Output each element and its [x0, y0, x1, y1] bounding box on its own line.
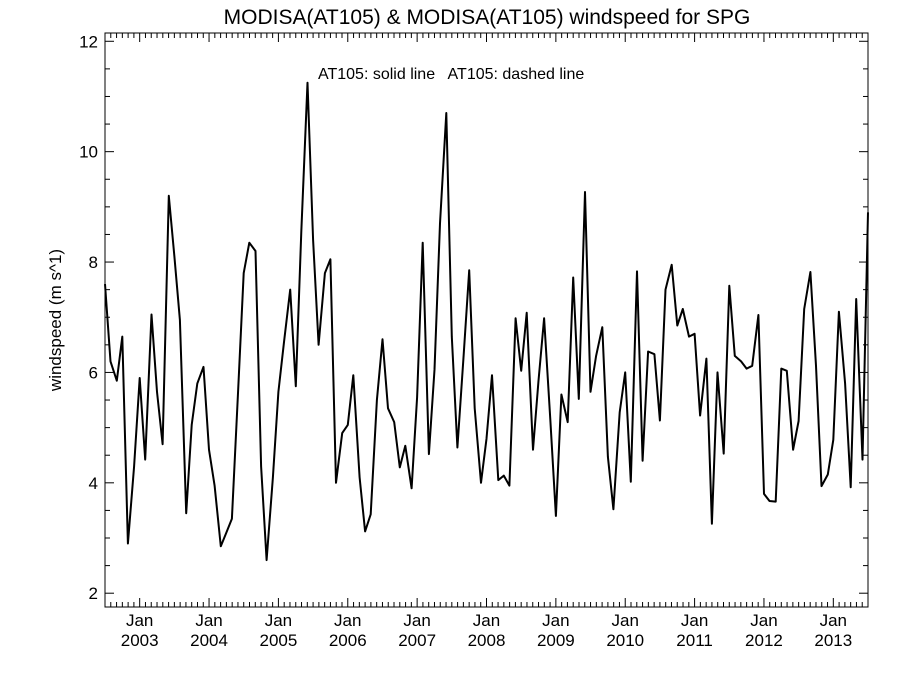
y-tick-label: 4	[89, 474, 98, 493]
plot-frame	[104, 32, 869, 608]
x-tick-month-label: Jan	[473, 611, 500, 630]
x-tick-month-label: Jan	[542, 611, 569, 630]
x-axis: Jan2003Jan2004Jan2005Jan2006Jan2007Jan20…	[104, 33, 869, 650]
x-tick-year-label: 2003	[121, 631, 159, 650]
y-axis-label: windspeed (m s^1)	[46, 249, 65, 392]
x-tick-year-label: 2010	[606, 631, 644, 650]
x-tick-month-label: Jan	[750, 611, 777, 630]
series-layer	[104, 81, 869, 562]
y-tick-label: 12	[79, 32, 98, 51]
y-tick-label: 6	[89, 363, 98, 382]
x-tick-month-label: Jan	[126, 611, 153, 630]
x-tick-year-label: 2009	[537, 631, 575, 650]
x-tick-year-label: 2011	[676, 631, 713, 650]
x-tick-month-label: Jan	[612, 611, 639, 630]
chart-title: MODISA(AT105) & MODISA(AT105) windspeed …	[224, 6, 751, 29]
x-tick-year-label: 2004	[190, 631, 228, 650]
x-tick-month-label: Jan	[403, 611, 430, 630]
y-axis: 2 4 6 8 10 12	[79, 32, 868, 603]
x-tick-month-label: Jan	[334, 611, 361, 630]
x-tick-year-label: 2006	[329, 631, 367, 650]
x-tick-year-label: 2007	[398, 631, 436, 650]
x-tick-year-label: 2012	[745, 631, 783, 650]
x-tick-year-label: 2005	[259, 631, 297, 650]
y-tick-label: 2	[89, 584, 98, 603]
x-tick-month-label: Jan	[681, 611, 708, 630]
x-tick-month-label: Jan	[265, 611, 292, 630]
series-line	[104, 81, 869, 562]
x-tick-month-label: Jan	[195, 611, 222, 630]
y-tick-label: 8	[89, 253, 98, 272]
x-tick-month-label: Jan	[820, 611, 847, 630]
y-tick-label: 10	[79, 143, 98, 162]
x-tick-year-label: 2013	[814, 631, 852, 650]
series-annotation: AT105: solid line AT105: dashed line	[318, 66, 584, 83]
x-tick-year-label: 2008	[468, 631, 506, 650]
